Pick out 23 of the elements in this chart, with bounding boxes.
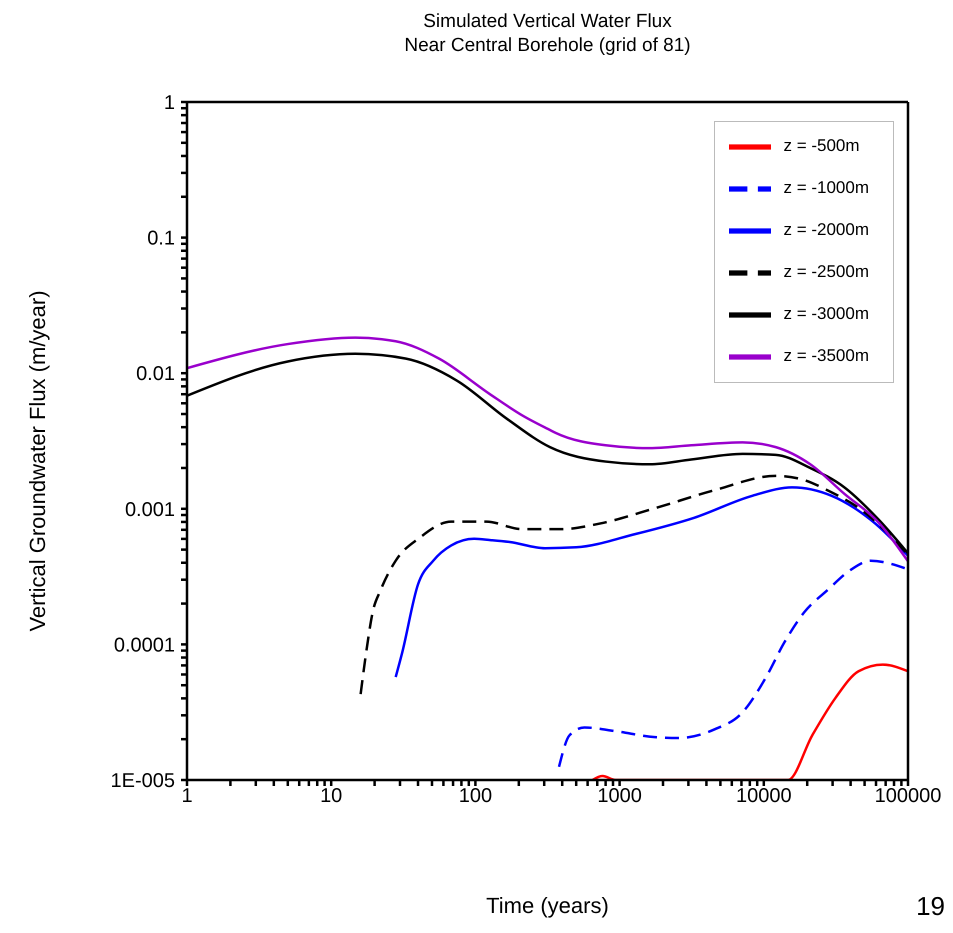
y-tick-label: 0.1 — [147, 228, 175, 250]
y-tick-label: 1 — [164, 92, 175, 114]
legend-label: z = -3000m — [783, 304, 869, 324]
y-axis-title: Vertical Groundwater Flux (m/year) — [25, 290, 51, 632]
chart-subtitle: Near Central Borehole (grid of 81) — [403, 34, 692, 58]
legend-label: z = -2000m — [783, 220, 869, 240]
x-tick-label: 100 — [458, 785, 492, 807]
y-tick-label: 0.0001 — [114, 634, 175, 656]
x-tick-label: 1000 — [597, 785, 642, 807]
x-tick-label: 100000 — [874, 785, 942, 807]
x-axis-title: Time (years) — [485, 893, 610, 919]
legend-label: z = -500m — [783, 136, 860, 156]
legend-label: z = -3500m — [783, 346, 869, 366]
legend-label: z = -2500m — [783, 262, 869, 282]
legend-label: z = -1000m — [783, 178, 869, 198]
chart-title: Simulated Vertical Water Flux — [422, 10, 673, 34]
y-tick-label: 0.01 — [136, 363, 175, 386]
y-tick-label: 0.001 — [124, 498, 175, 521]
y-tick-label: 1E-005 — [110, 770, 175, 792]
x-tick-label: 1 — [181, 785, 193, 807]
text: 19 — [916, 891, 945, 922]
x-tick-label: 10 — [320, 785, 342, 807]
x-tick-label: 10000 — [736, 785, 792, 807]
